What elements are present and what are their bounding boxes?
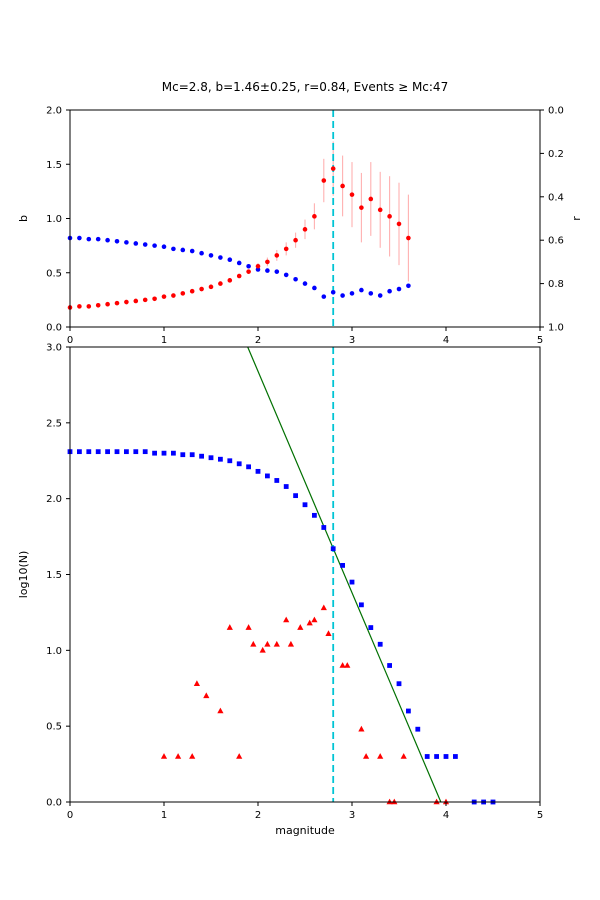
r-axis-tick-label: 0.6 — [548, 236, 564, 247]
b-axis-tick-label: 0.0 — [46, 323, 62, 334]
logn-axis-tick-label: 0.0 — [46, 798, 62, 809]
r-axis-tick-label: 0.2 — [548, 149, 564, 160]
logn-axis-tick-label: 2.5 — [46, 418, 62, 429]
logn-axis-tick-label: 1.0 — [46, 646, 62, 657]
b-axis-tick-label: 1.5 — [46, 160, 62, 171]
bottom-xtick-label: 4 — [443, 810, 449, 821]
logn-axis-tick-label: 1.5 — [46, 570, 62, 581]
magnitude-axis-label: magnitude — [275, 824, 335, 837]
logn-axis-tick-label: 3.0 — [46, 343, 62, 354]
top-axes-box — [69, 109, 541, 328]
b-value-series — [67, 166, 411, 310]
r-value-series — [67, 235, 411, 299]
b-axis-tick-label: 2.0 — [46, 106, 62, 117]
b-error-bars — [69, 141, 409, 310]
bottom-axes-box — [69, 346, 541, 803]
r-axis-tick-label: 0.4 — [548, 192, 564, 203]
logn-axis-tick-label: 2.0 — [46, 494, 62, 505]
figure-title: Mc=2.8, b=1.46±0.25, r=0.84, Events ≥ Mc… — [161, 80, 449, 94]
top-xtick-label: 2 — [255, 335, 261, 346]
b-axis-label: b — [17, 215, 30, 222]
bottom-xtick-label: 0 — [67, 810, 73, 821]
top-xtick-label: 1 — [161, 335, 167, 346]
b-axis-tick-label: 0.5 — [46, 268, 62, 279]
b-value-plot: 0 1 2 3 4 5 0.0 0.5 1.0 1.5 2.0 0.0 0.2 0.4 0.6 0.8 1.0 b… — [17, 106, 583, 347]
logn-axis-label: log10(N) — [17, 551, 30, 599]
cumulative-count-series — [67, 449, 496, 805]
bin-count-series — [160, 604, 450, 805]
fmd-plot: 0 1 2 3 4 5 0.0 0.5 1.0 1.5 2.0 2.5 3.0 log10(N) magni… — [17, 343, 543, 838]
bottom-xtick-label: 3 — [349, 810, 355, 821]
r-axis-tick-label: 1.0 — [548, 323, 564, 334]
r-axis-tick-label: 0.8 — [548, 279, 564, 290]
r-axis-label: r — [570, 216, 583, 221]
bottom-xtick-label: 2 — [255, 810, 261, 821]
r-axis-tick-label: 0.0 — [548, 106, 564, 117]
logn-axis-tick-label: 0.5 — [46, 722, 62, 733]
top-xtick-label: 4 — [443, 335, 449, 346]
b-axis-tick-label: 1.0 — [46, 214, 62, 225]
bottom-xtick-label: 1 — [161, 810, 167, 821]
top-xtick-label: 5 — [537, 335, 543, 346]
gr-fit-line — [247, 346, 442, 803]
top-xtick-label: 3 — [349, 335, 355, 346]
top-xtick-label: 0 — [67, 335, 73, 346]
bottom-xtick-label: 5 — [537, 810, 543, 821]
